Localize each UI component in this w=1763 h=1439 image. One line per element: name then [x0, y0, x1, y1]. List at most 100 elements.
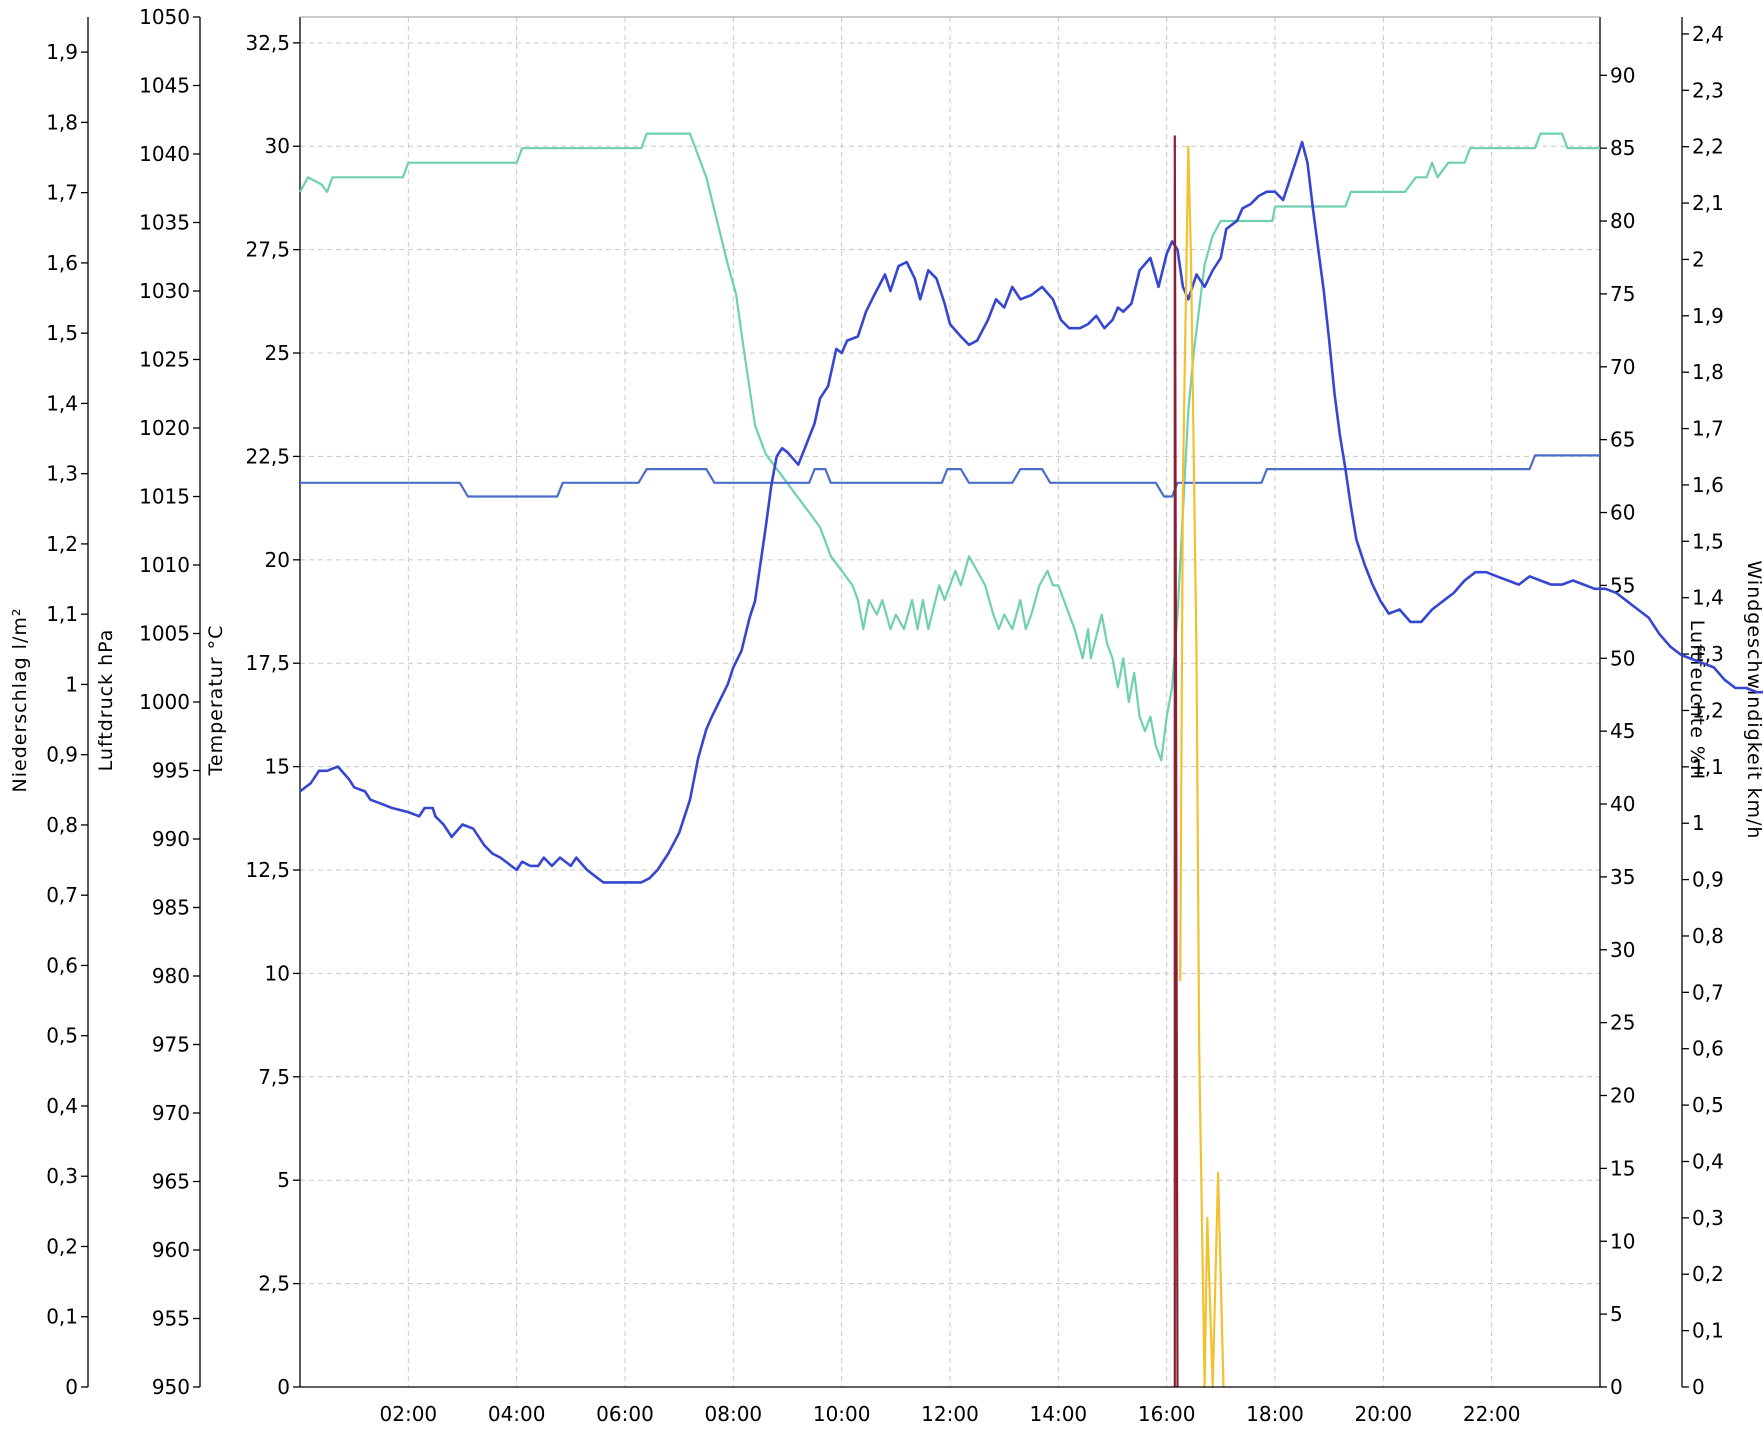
rain-tick-label: 1,7 — [46, 181, 78, 205]
pressure-tick-label: 955 — [152, 1307, 190, 1331]
wind-tick-label: 1,3 — [1692, 642, 1724, 666]
pressure-tick-label: 1015 — [139, 485, 190, 509]
humidity-tick-label: 5 — [1610, 1302, 1623, 1326]
wind-tick-label: 1,7 — [1692, 417, 1724, 441]
humidity-tick-label: 50 — [1610, 646, 1635, 670]
rain-tick-label: 1 — [65, 672, 78, 696]
wind-tick-label: 0,3 — [1692, 1206, 1724, 1230]
rain-tick-label: 1,6 — [46, 251, 78, 275]
humidity-tick-label: 10 — [1610, 1229, 1635, 1253]
wind-tick-label: 1,8 — [1692, 360, 1724, 384]
temp-tick-label: 7,5 — [258, 1065, 290, 1089]
humidity-tick-label: 25 — [1610, 1011, 1635, 1035]
humidity-tick-label: 45 — [1610, 719, 1635, 743]
temp-tick-label: 25 — [265, 341, 290, 365]
wind-tick-label: 1,4 — [1692, 586, 1724, 610]
x-tick-label: 16:00 — [1138, 1402, 1196, 1426]
wind-tick-label: 1 — [1692, 811, 1705, 835]
temp-tick-label: 22,5 — [245, 444, 290, 468]
humidity-tick-label: 60 — [1610, 501, 1635, 525]
temp-tick-label: 30 — [265, 134, 290, 158]
rain-series-line — [1173, 135, 1179, 1388]
temp-axis-title: Temperatur °C — [205, 625, 227, 777]
temp-tick-label: 5 — [277, 1168, 290, 1192]
wind-tick-label: 0,7 — [1692, 980, 1724, 1004]
x-tick-label: 22:00 — [1463, 1402, 1521, 1426]
humidity-tick-label: 85 — [1610, 136, 1635, 160]
x-tick-label: 04:00 — [488, 1402, 546, 1426]
pressure-tick-label: 1030 — [139, 279, 190, 303]
rain-tick-label: 0,2 — [46, 1234, 78, 1258]
wind-tick-label: 2,4 — [1692, 22, 1724, 46]
rain-tick-label: 1,9 — [46, 40, 78, 64]
humidity-tick-label: 20 — [1610, 1084, 1635, 1108]
humidity-tick-label: 40 — [1610, 792, 1635, 816]
humidity-tick-label: 0 — [1610, 1375, 1623, 1399]
temp-tick-label: 10 — [265, 961, 290, 985]
rain-tick-label: 1,1 — [46, 602, 78, 626]
rain-tick-label: 1,8 — [46, 110, 78, 134]
pressure-tick-label: 980 — [152, 964, 190, 988]
rain-tick-label: 1,4 — [46, 391, 78, 415]
pressure-tick-label: 1050 — [139, 5, 190, 29]
pressure-tick-label: 990 — [152, 827, 190, 851]
pressure-tick-label: 975 — [152, 1033, 190, 1057]
rain-tick-label: 0,9 — [46, 743, 78, 767]
temp-tick-label: 2,5 — [258, 1272, 290, 1296]
x-tick-label: 20:00 — [1355, 1402, 1413, 1426]
x-tick-label: 06:00 — [596, 1402, 654, 1426]
grid — [300, 17, 1600, 1387]
pressure-tick-label: 1040 — [139, 142, 190, 166]
wind-tick-label: 0,9 — [1692, 868, 1724, 892]
temp-tick-label: 32,5 — [245, 31, 290, 55]
pressure-axis-title: Luftdruck hPa — [95, 629, 117, 772]
rain-tick-label: 0,5 — [46, 1024, 78, 1048]
temp-tick-label: 27,5 — [245, 238, 290, 262]
wind-tick-label: 1,5 — [1692, 529, 1724, 553]
pressure-tick-label: 950 — [152, 1375, 190, 1399]
temp-tick-label: 15 — [265, 755, 290, 779]
rain-tick-label: 1,2 — [46, 532, 78, 556]
wind-tick-label: 2 — [1692, 247, 1705, 271]
rain-tick-label: 0,3 — [46, 1164, 78, 1188]
pressure-tick-label: 985 — [152, 896, 190, 920]
wind-tick-label: 1,1 — [1692, 755, 1724, 779]
pressure-tick-label: 960 — [152, 1238, 190, 1262]
rain-tick-label: 1,3 — [46, 462, 78, 486]
wind-tick-label: 0,5 — [1692, 1093, 1724, 1117]
rain-tick-label: 0,6 — [46, 953, 78, 977]
temp-tick-label: 0 — [277, 1375, 290, 1399]
x-tick-label: 08:00 — [705, 1402, 763, 1426]
pressure-tick-label: 965 — [152, 1170, 190, 1194]
wind-tick-label: 0,8 — [1692, 924, 1724, 948]
wind-tick-label: 0 — [1692, 1375, 1705, 1399]
temp-tick-label: 17,5 — [245, 651, 290, 675]
pressure-tick-label: 1025 — [139, 348, 190, 372]
humidity-tick-label: 70 — [1610, 355, 1635, 379]
wind-tick-label: 0,4 — [1692, 1149, 1724, 1173]
humidity-series-line — [299, 132, 1600, 762]
pressure-tick-label: 1045 — [139, 74, 190, 98]
rain-tick-label: 0,1 — [46, 1305, 78, 1329]
humidity-tick-label: 90 — [1610, 63, 1635, 87]
wind-axis-title: Windgeschwindigkeit km/h — [1743, 561, 1763, 840]
temp-tick-label: 12,5 — [245, 858, 290, 882]
rain-tick-label: 0,4 — [46, 1094, 78, 1118]
series — [299, 132, 1763, 1389]
wind-tick-label: 1,2 — [1692, 698, 1724, 722]
humidity-tick-label: 65 — [1610, 428, 1635, 452]
pressure-tick-label: 1035 — [139, 211, 190, 235]
axes: 02:00 04:00 06:00 08:00 10:00 12:00 14:00 16:00… — [9, 5, 1763, 1426]
rain-axis-title: Niederschlag l/m² — [9, 608, 31, 793]
rain-tick-label: 1,5 — [46, 321, 78, 345]
plot-frame — [300, 16, 1600, 1388]
pressure-tick-label: 1010 — [139, 553, 190, 577]
pressure-tick-label: 995 — [152, 759, 190, 783]
wind-tick-label: 1,6 — [1692, 473, 1724, 497]
x-tick-label: 18:00 — [1246, 1402, 1304, 1426]
humidity-tick-label: 55 — [1610, 573, 1635, 597]
x-tick-label: 10:00 — [813, 1402, 871, 1426]
wind-tick-label: 2,1 — [1692, 191, 1724, 215]
